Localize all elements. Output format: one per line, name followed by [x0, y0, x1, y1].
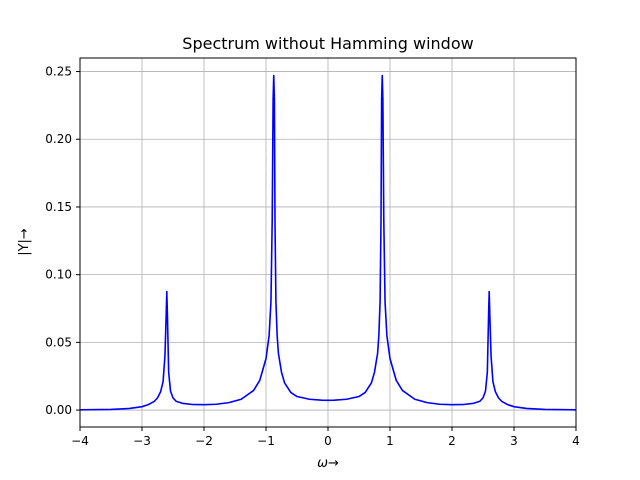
x-tick-label: −3 — [133, 434, 151, 448]
grid — [79, 58, 577, 427]
x-tick-label: −4 — [71, 434, 89, 448]
series-line — [79, 74, 577, 411]
x-axis-label: ω→ — [317, 456, 339, 471]
y-tick-label: 0.05 — [45, 335, 72, 349]
x-tick-label: −2 — [195, 434, 213, 448]
y-tick-label: 0.20 — [45, 132, 72, 146]
y-tick-label: 0.25 — [45, 65, 72, 79]
x-tick-label: 3 — [510, 434, 518, 448]
x-tick-label: 2 — [448, 434, 456, 448]
x-tick-label: −1 — [257, 434, 275, 448]
y-tick-label: 0.15 — [45, 200, 72, 214]
x-tick-label: 4 — [572, 434, 580, 448]
y-tick-label: 0.10 — [45, 268, 72, 282]
x-tick-label: 1 — [386, 434, 394, 448]
x-tick-label: 0 — [324, 434, 332, 448]
y-axis-label: |Y|→ — [17, 228, 32, 256]
ticks: −4 −3 −2 −1 0 1 2 3 4 0.00 0.05 0.10 0.15 0.20 0.25 — [45, 65, 580, 448]
plot-area — [79, 74, 577, 411]
chart-title: Spectrum without Hamming window — [182, 34, 473, 53]
y-tick-label: 0.00 — [45, 403, 72, 417]
